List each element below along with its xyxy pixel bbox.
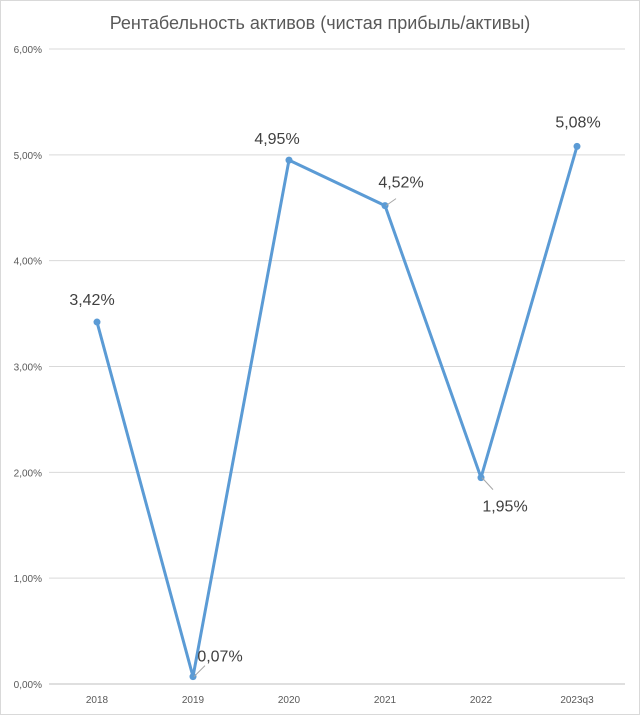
label-leader-line [193,665,206,677]
data-point [93,318,101,326]
data-point [573,142,581,150]
series-line [95,145,579,679]
data-point [189,673,197,681]
data-label: 0,07% [197,649,242,666]
data-label: 5,08% [555,114,600,131]
label-leader-line [385,198,397,207]
y-tick-label: 3,00% [14,363,42,374]
y-tick-label: 2,00% [14,468,42,479]
x-tick-label: 2022 [470,695,493,706]
y-tick-label: 4,00% [14,257,42,268]
data-label: 4,95% [254,131,299,148]
x-tick-label: 2018 [86,695,109,706]
data-label: 3,42% [69,292,114,309]
data-point [381,202,389,210]
data-label: 4,52% [378,175,423,192]
y-tick-label: 1,00% [14,574,42,585]
x-tick-label: 2021 [374,695,397,706]
data-label: 1,95% [482,499,527,516]
x-tick-label: 2020 [278,695,301,706]
data-point [477,474,485,482]
chart-title: Рентабельность активов (чистая прибыль/а… [109,13,531,33]
y-tick-label: 0,00% [14,680,42,691]
y-tick-label: 5,00% [14,151,42,162]
x-tick-label: 2019 [182,695,205,706]
data-point [285,156,293,164]
label-leader-line [481,477,494,490]
x-tick-label: 2023q3 [560,695,594,706]
y-tick-label: 6,00% [14,45,42,56]
